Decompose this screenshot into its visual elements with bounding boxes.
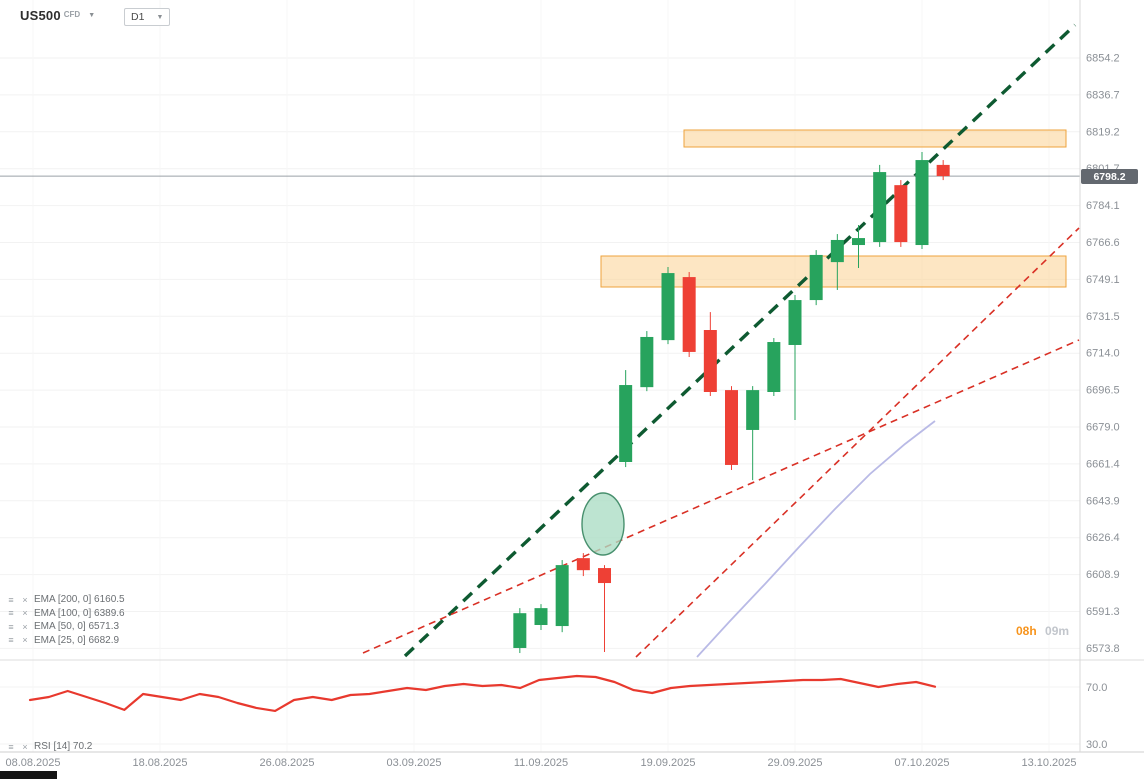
indicator-row-rsi: ≡ × RSI [14] 70.2 bbox=[6, 740, 92, 754]
candle-23.09.2025 bbox=[703, 312, 717, 397]
candle-03.10.2025 bbox=[873, 164, 887, 247]
candles bbox=[513, 152, 950, 654]
indicator-row-ema100: ≡ × EMA [100, 0] 6389.6 bbox=[6, 607, 125, 621]
bar-countdown: 08h 09m bbox=[1016, 624, 1069, 638]
price-tick-label: 6836.7 bbox=[1086, 89, 1120, 101]
indicator-settings-icon[interactable]: ≡ bbox=[8, 608, 14, 619]
remove-indicator-icon[interactable]: × bbox=[22, 621, 28, 632]
trendlines bbox=[362, 23, 1080, 658]
indicator-row-ema50: ≡ × EMA [50, 0] 6571.3 bbox=[6, 620, 125, 634]
candle-15.09.2025 bbox=[576, 553, 590, 577]
time-axis[interactable]: 08.08.2025 18.08.2025 26.08.2025 03.09.2025… bbox=[5, 757, 1076, 769]
highlight-ellipse[interactable] bbox=[581, 492, 625, 556]
price-tick-label: 6766.6 bbox=[1086, 237, 1120, 249]
remove-indicator-icon[interactable]: × bbox=[22, 741, 28, 752]
countdown-hours: 08h bbox=[1016, 624, 1037, 638]
price-tick-label: 6661.4 bbox=[1086, 458, 1120, 470]
price-gridlines bbox=[0, 57, 1080, 745]
indicator-legend: ≡ × EMA [200, 0] 6160.5 ≡ × EMA [100, 0]… bbox=[6, 593, 125, 648]
bottom-left-black-bar bbox=[0, 771, 57, 779]
chevron-down-icon: ▼ bbox=[156, 13, 164, 21]
remove-indicator-icon[interactable]: × bbox=[22, 635, 28, 646]
indicator-settings-icon[interactable]: ≡ bbox=[8, 741, 14, 752]
countdown-minutes: 09m bbox=[1045, 624, 1070, 638]
instrument-type-label: CFD bbox=[63, 10, 81, 19]
supply-zones bbox=[600, 129, 1067, 288]
candle-08.10.2025 bbox=[936, 160, 950, 181]
red-trendline-steep[interactable] bbox=[635, 227, 1080, 658]
candle-10.09.2025 bbox=[513, 608, 527, 654]
indicator-row-ema25: ≡ × EMA [25, 0] 6682.9 bbox=[6, 634, 125, 648]
candle-26.09.2025 bbox=[767, 338, 781, 397]
price-tick-label: 6679.0 bbox=[1086, 422, 1120, 434]
red-trendline-shallow[interactable] bbox=[362, 339, 1080, 654]
date-tick-label: 07.10.2025 bbox=[894, 757, 949, 769]
candle-24.09.2025 bbox=[725, 386, 738, 471]
date-tick-label: 19.09.2025 bbox=[640, 757, 695, 769]
price-tick-label: 6714.0 bbox=[1086, 348, 1120, 360]
candle-25.09.2025 bbox=[746, 386, 760, 481]
price-tick-label: 6854.2 bbox=[1086, 53, 1120, 65]
price-tick-label: 6784.1 bbox=[1086, 200, 1120, 212]
candle-18.09.2025 bbox=[640, 331, 654, 392]
price-tick-label: 6591.3 bbox=[1086, 606, 1120, 618]
price-tick-label: 6696.5 bbox=[1086, 385, 1120, 397]
timeframe-value: D1 bbox=[131, 11, 145, 23]
green-uptrend-trendline[interactable] bbox=[403, 23, 1077, 658]
ema25-curve bbox=[696, 420, 936, 658]
indicator-settings-icon[interactable]: ≡ bbox=[8, 594, 14, 605]
price-tick-label: 6573.8 bbox=[1086, 643, 1120, 655]
symbol-selector[interactable]: US500 CFD ▼ bbox=[20, 9, 95, 22]
candle-06.10.2025 bbox=[894, 180, 908, 247]
indicator-settings-icon[interactable]: ≡ bbox=[8, 621, 14, 632]
price-tick-label: 6749.1 bbox=[1086, 274, 1120, 286]
remove-indicator-icon[interactable]: × bbox=[22, 594, 28, 605]
candle-16.09.2025 bbox=[598, 565, 611, 652]
candle-29.09.2025 bbox=[788, 295, 802, 421]
current-price-badge: 6798.2 bbox=[1081, 169, 1138, 184]
price-tick-label: 6626.4 bbox=[1086, 532, 1120, 544]
date-tick-label: 18.08.2025 bbox=[132, 757, 187, 769]
rsi-line bbox=[28, 674, 937, 713]
date-tick-label: 08.08.2025 bbox=[5, 757, 60, 769]
candle-01.10.2025 bbox=[830, 234, 844, 290]
chevron-down-icon: ▼ bbox=[88, 12, 96, 19]
timeframe-select[interactable]: D1 ▼ bbox=[124, 8, 171, 26]
indicator-label: EMA [100, 0] 6389.6 bbox=[34, 607, 125, 619]
upper-supply-zone[interactable] bbox=[683, 129, 1067, 148]
price-tick-label: 6731.5 bbox=[1086, 311, 1120, 323]
candle-02.10.2025 bbox=[852, 224, 865, 269]
indicator-label: RSI [14] 70.2 bbox=[34, 741, 93, 753]
date-tick-label: 29.09.2025 bbox=[767, 757, 822, 769]
time-gridlines bbox=[32, 0, 1050, 752]
rsi-tick-label: 30.0 bbox=[1086, 739, 1107, 751]
rsi-legend: ≡ × RSI [14] 70.2 bbox=[6, 740, 92, 754]
date-tick-label: 26.08.2025 bbox=[259, 757, 314, 769]
price-axis[interactable]: 6854.26836.76819.26801.76784.16766.66749… bbox=[1086, 53, 1120, 752]
price-tick-label: 6819.2 bbox=[1086, 126, 1120, 138]
candle-12.09.2025 bbox=[555, 560, 569, 633]
candle-17.09.2025 bbox=[619, 370, 633, 468]
price-tick-label: 6608.9 bbox=[1086, 569, 1120, 581]
price-tick-label: 6643.9 bbox=[1086, 495, 1120, 507]
candle-07.10.2025 bbox=[915, 152, 929, 250]
indicator-label: EMA [25, 0] 6682.9 bbox=[34, 634, 120, 646]
candle-11.09.2025 bbox=[534, 604, 548, 631]
candle-19.09.2025 bbox=[661, 266, 675, 345]
indicator-row-ema200: ≡ × EMA [200, 0] 6160.5 bbox=[6, 593, 125, 607]
date-tick-label: 11.09.2025 bbox=[514, 757, 568, 769]
date-tick-label: 13.10.2025 bbox=[1021, 757, 1076, 769]
date-tick-label: 03.09.2025 bbox=[386, 757, 441, 769]
indicator-settings-icon[interactable]: ≡ bbox=[8, 635, 14, 646]
remove-indicator-icon[interactable]: × bbox=[22, 608, 28, 619]
rsi-tick-label: 70.0 bbox=[1086, 682, 1107, 694]
candle-22.09.2025 bbox=[682, 272, 696, 357]
candle-30.09.2025 bbox=[809, 250, 823, 306]
indicator-label: EMA [200, 0] 6160.5 bbox=[34, 594, 125, 606]
symbol-name: US500 bbox=[20, 8, 61, 23]
indicator-label: EMA [50, 0] 6571.3 bbox=[34, 621, 120, 633]
